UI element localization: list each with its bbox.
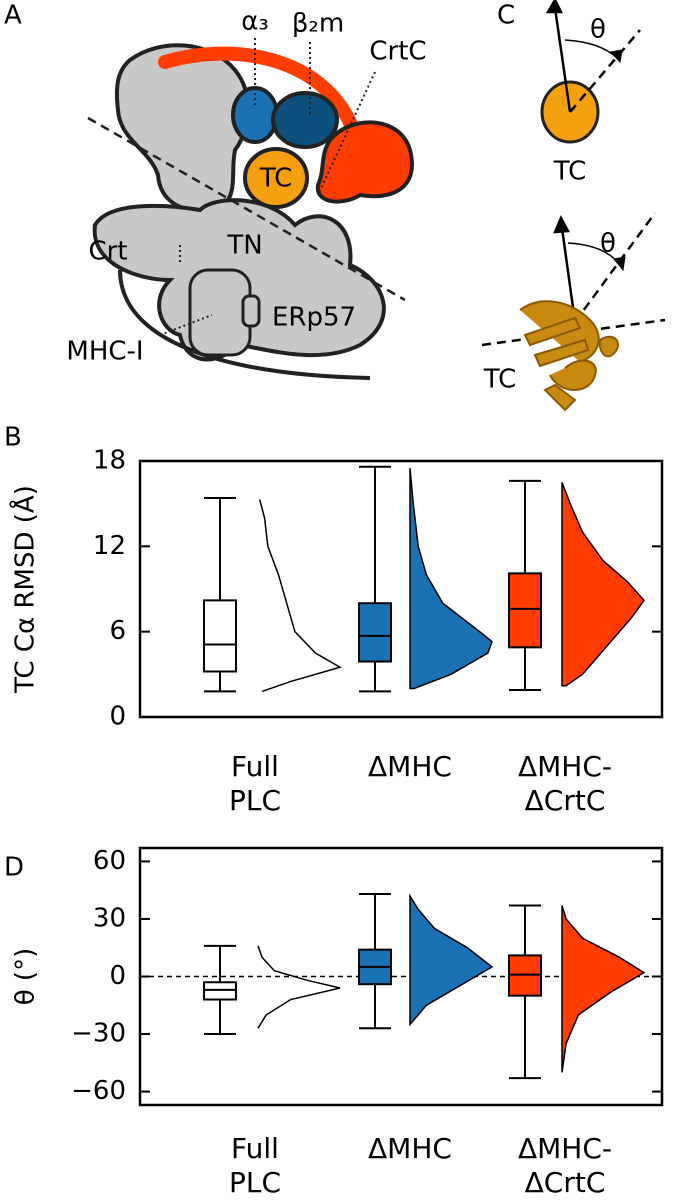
x-tick-label: Full [231, 1132, 279, 1165]
panel-label: B [4, 423, 22, 453]
y-tick-label: 12 [93, 531, 126, 561]
violin [409, 893, 494, 1027]
crtc-arm [158, 46, 362, 142]
dashed-divider [87, 116, 406, 302]
violin [257, 945, 341, 1029]
angle-diagram [481, 0, 666, 412]
label-crtc: CrtC [369, 37, 426, 67]
label-b2m: β₂m [292, 9, 344, 39]
panel-label: A [4, 1, 22, 31]
label-mhc: MHC-I [66, 337, 143, 367]
plot-frame [138, 459, 664, 719]
x-tick-label: ΔMHC [368, 750, 452, 783]
label-tn: TN [226, 231, 262, 261]
alpha3-domain [231, 86, 279, 144]
tc-label: TC [483, 365, 517, 395]
tc-cartoon [519, 300, 619, 412]
theta-label: θ [590, 15, 606, 45]
mhc-domain [188, 268, 252, 357]
leaders [159, 38, 376, 336]
tether [118, 269, 371, 380]
y-axis-label: θ (°) [11, 948, 41, 1005]
x-tick-label: ΔCrtC [525, 1166, 606, 1199]
x-tick-label: PLC [229, 784, 281, 817]
schematic [87, 38, 414, 380]
panel-label: D [4, 853, 24, 883]
tc-domain [243, 147, 309, 209]
y-tick-label: 60 [93, 846, 126, 876]
box [203, 599, 237, 673]
y-tick-label: 18 [93, 446, 126, 476]
x-tick-label: ΔCrtC [525, 784, 606, 817]
b2m-domain [271, 91, 339, 149]
panel-label: C [497, 1, 515, 31]
label-alpha3: α₃ [241, 7, 269, 37]
y-tick-label: 0 [109, 702, 126, 732]
violin [561, 482, 645, 687]
label-tc: TC [259, 164, 293, 194]
y-tick-label: 0 [109, 961, 126, 991]
y-tick-label: 6 [109, 616, 126, 646]
box [358, 602, 392, 663]
x-tick-label: Full [231, 750, 279, 783]
plot-frame [138, 846, 664, 1107]
y-tick-label: −30 [71, 1019, 126, 1049]
violin [409, 468, 493, 690]
theta-label: θ [600, 229, 616, 259]
x-tick-label: ΔMHC [368, 1132, 452, 1165]
x-tick-label: PLC [229, 1166, 281, 1199]
y-tick-label: 30 [93, 903, 126, 933]
tc-label: TC [553, 157, 587, 187]
x-tick-label: ΔMHC- [518, 750, 612, 783]
y-axis-label: TC Cα RMSD (Å) [9, 485, 41, 694]
violin [561, 905, 646, 1073]
label-erp57: ERp57 [272, 303, 356, 333]
x-tick-label: ΔMHC- [518, 1132, 612, 1165]
violin [258, 499, 342, 693]
crtc-domain [315, 120, 414, 204]
erp57-segment [241, 294, 261, 328]
y-tick-label: −60 [71, 1076, 126, 1106]
label-crt: Crt [88, 237, 127, 267]
box [508, 572, 542, 649]
top-blob [114, 43, 251, 213]
